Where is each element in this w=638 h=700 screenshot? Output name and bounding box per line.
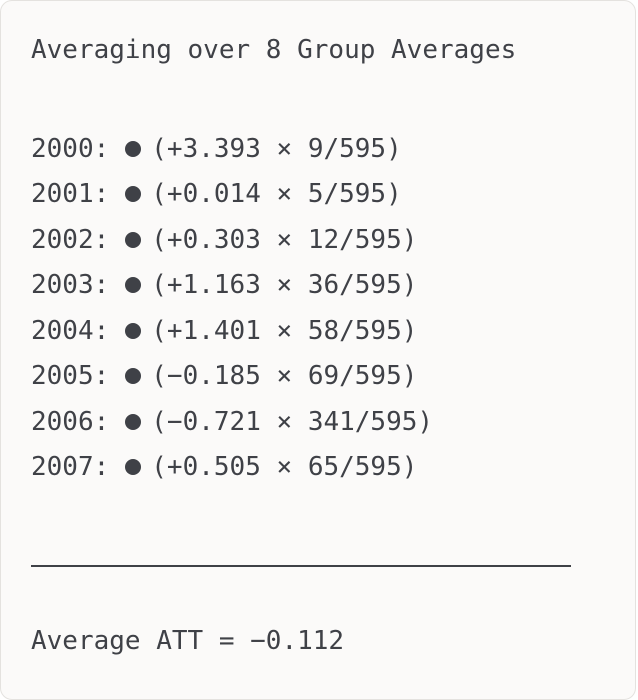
bullet-dot-icon: [125, 459, 142, 476]
weighted-term: (+3.393 × 9/595): [151, 133, 402, 164]
list-item: 2004: (+1.401 × 58/595): [31, 308, 433, 354]
year-label: 2006:: [31, 406, 110, 437]
weighted-term: (+0.505 × 65/595): [151, 452, 418, 483]
list-item: 2002: (+0.303 × 12/595): [31, 217, 433, 263]
sum-divider-line: [31, 565, 571, 567]
list-item: 2005: (−0.185 × 69/595): [31, 354, 433, 400]
year-label: 2001:: [31, 179, 110, 210]
weighted-term: (+1.401 × 58/595): [151, 315, 418, 346]
year-label: 2007:: [31, 452, 110, 483]
weighted-term: (−0.185 × 69/595): [151, 361, 418, 392]
year-label: 2000:: [31, 133, 110, 164]
bullet-dot-icon: [125, 140, 142, 157]
weighted-term: (+1.163 × 36/595): [151, 270, 418, 301]
average-att-result: Average ATT = −0.112: [31, 626, 345, 656]
calculation-title: Averaging over 8 Group Averages: [31, 35, 517, 65]
bullet-dot-icon: [125, 322, 142, 339]
bullet-dot-icon: [125, 413, 142, 430]
year-label: 2005:: [31, 361, 110, 392]
list-item: 2001: (+0.014 × 5/595): [31, 172, 433, 218]
bullet-dot-icon: [125, 277, 142, 294]
weighted-term: (+0.303 × 12/595): [151, 224, 418, 255]
bullet-dot-icon: [125, 368, 142, 385]
bullet-dot-icon: [125, 186, 142, 203]
group-average-list: 2000: (+3.393 × 9/595) 2001: (+0.014 × 5…: [31, 126, 433, 490]
list-item: 2006: (−0.721 × 341/595): [31, 399, 433, 445]
year-label: 2003:: [31, 270, 110, 301]
weighted-term: (−0.721 × 341/595): [151, 406, 434, 437]
weighted-term: (+0.014 × 5/595): [151, 179, 402, 210]
list-item: 2007: (+0.505 × 65/595): [31, 445, 433, 491]
year-label: 2002:: [31, 224, 110, 255]
list-item: 2003: (+1.163 × 36/595): [31, 263, 433, 309]
list-item: 2000: (+3.393 × 9/595): [31, 126, 433, 172]
year-label: 2004:: [31, 315, 110, 346]
bullet-dot-icon: [125, 231, 142, 248]
